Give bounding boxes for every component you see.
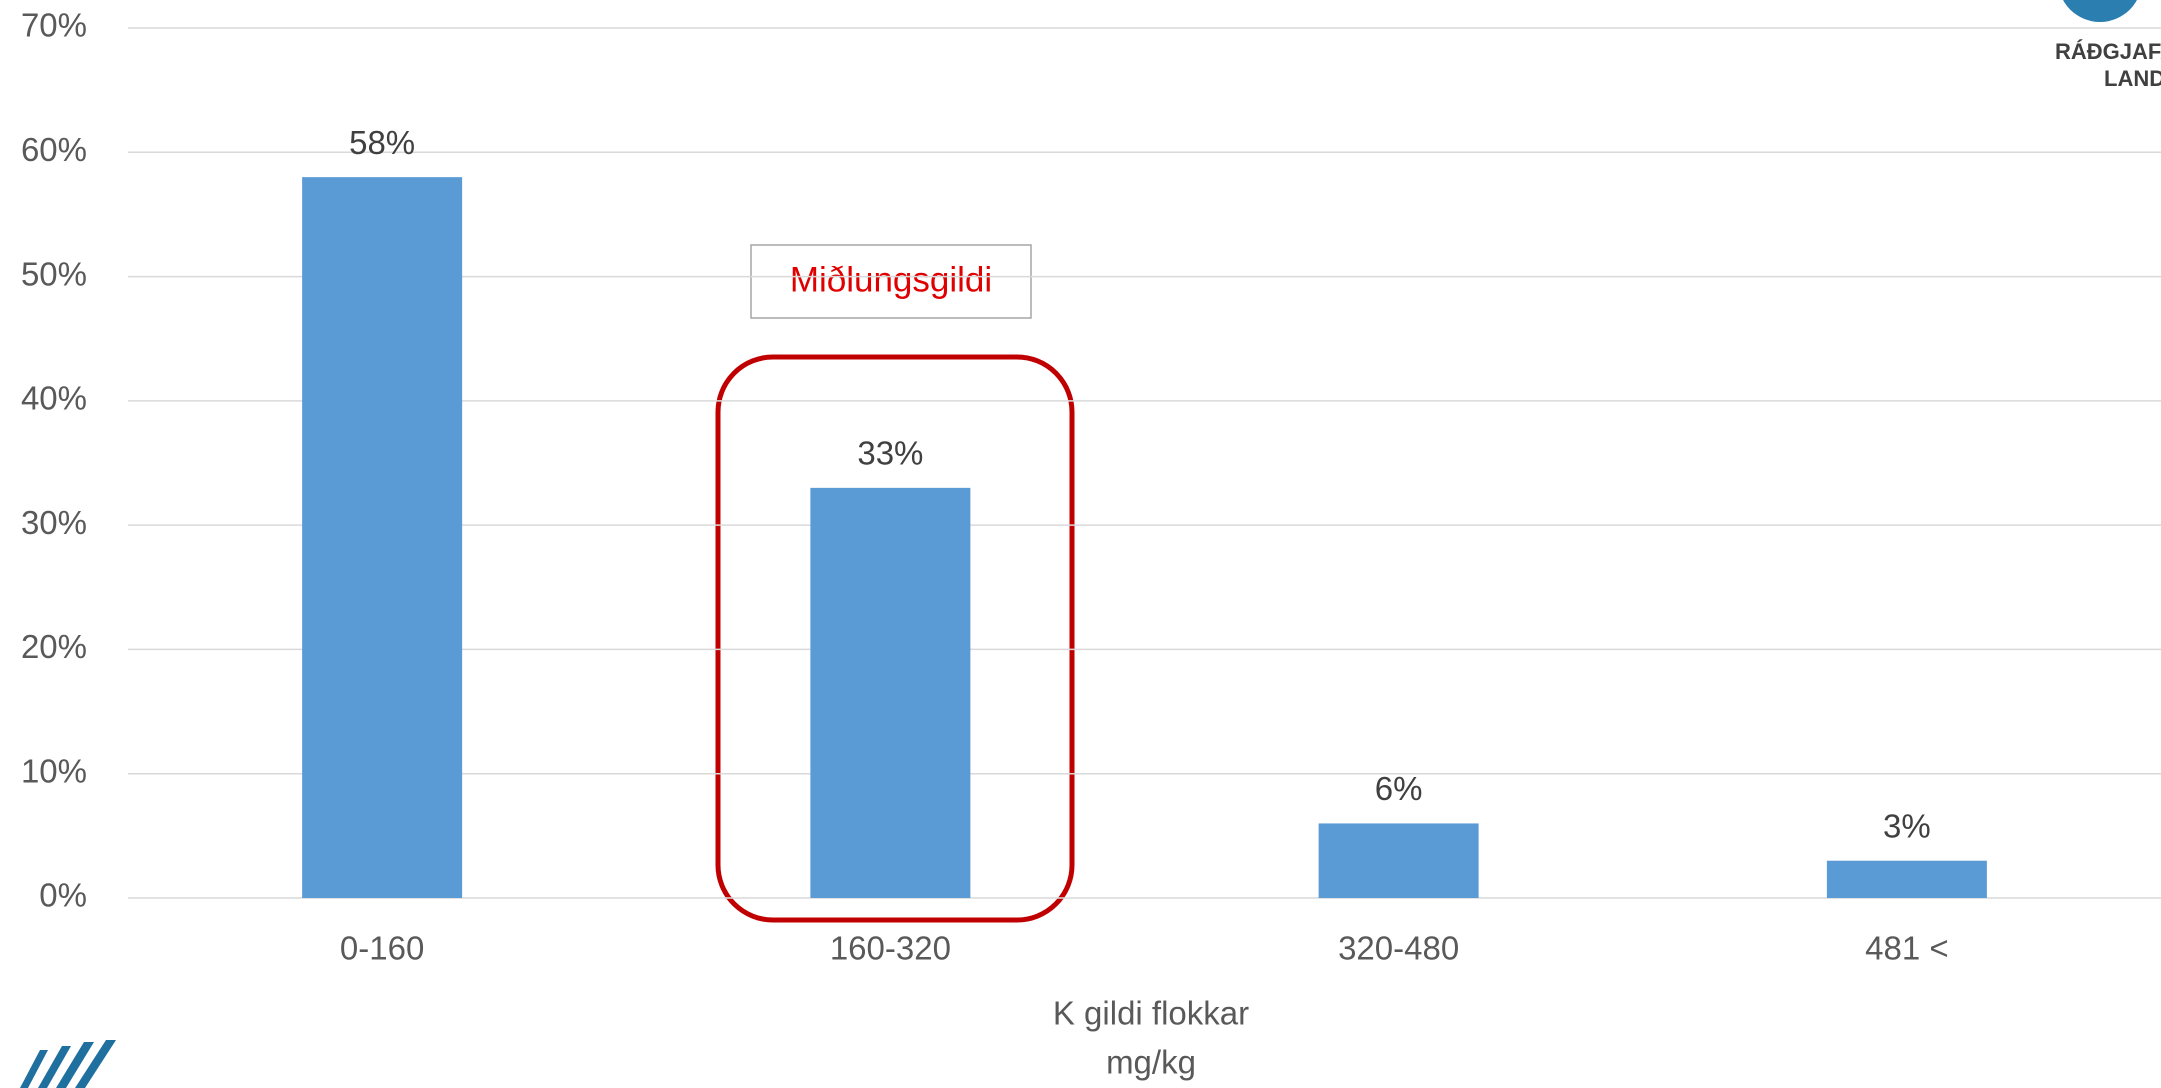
annotation: Miðlungsgildi	[790, 260, 992, 299]
y-tick-label: 0%	[39, 877, 87, 914]
y-tick-label: 40%	[21, 380, 87, 417]
value-label: 58%	[349, 124, 415, 161]
y-tick-label: 30%	[21, 504, 87, 541]
bar	[1826, 860, 1987, 898]
logo-text: LAND	[2104, 66, 2161, 91]
logo-stripes	[20, 1040, 116, 1088]
x-tick-label: 320-480	[1338, 930, 1459, 967]
y-tick-label: 60%	[21, 131, 87, 168]
logo-text: RÁÐGJAFA	[2055, 39, 2161, 64]
y-tick-label: 50%	[21, 255, 87, 292]
y-tick-label: 10%	[21, 752, 87, 789]
x-axis-label: mg/kg	[1106, 1044, 1196, 1081]
x-tick-label: 481 <	[1865, 930, 1949, 967]
value-label: 33%	[857, 435, 923, 472]
bar	[810, 487, 971, 898]
value-label: 3%	[1883, 807, 1931, 844]
x-tick-label: 160-320	[830, 930, 951, 967]
logo-circle	[2063, 0, 2137, 22]
y-tick-label: 20%	[21, 628, 87, 665]
x-tick-label: 0-160	[340, 930, 424, 967]
y-tick-label: 70%	[21, 7, 87, 44]
annotation-box	[750, 244, 1032, 319]
bar	[1318, 823, 1479, 898]
bar	[302, 177, 463, 899]
value-label: 6%	[1375, 770, 1423, 807]
x-axis-label: K gildi flokkar	[1053, 995, 1249, 1032]
highlight-box	[715, 354, 1075, 923]
